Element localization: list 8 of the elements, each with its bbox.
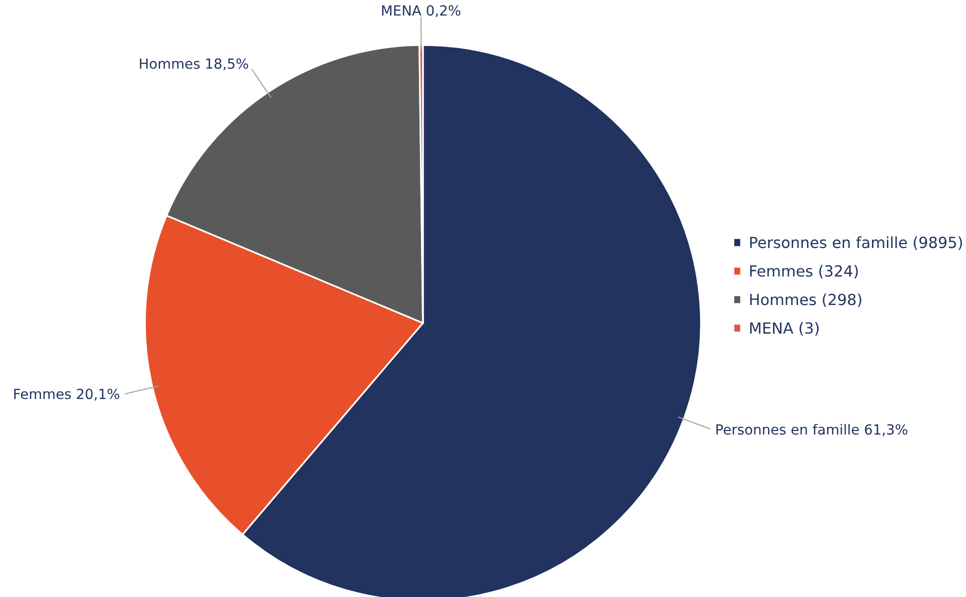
legend-label: MENA (3) [750, 322, 819, 336]
legend-label: Personnes en famille (9895) [750, 236, 962, 250]
data-label: MENA 0,2% [382, 5, 460, 18]
data-label: Femmes 20,1% [14, 388, 120, 401]
data-label: Personnes en famille 61,3% [716, 424, 908, 436]
legend-label: Femmes (324) [750, 264, 858, 279]
legend-label: Hommes (298) [750, 293, 862, 308]
data-label: Hommes 18,5% [140, 58, 248, 70]
